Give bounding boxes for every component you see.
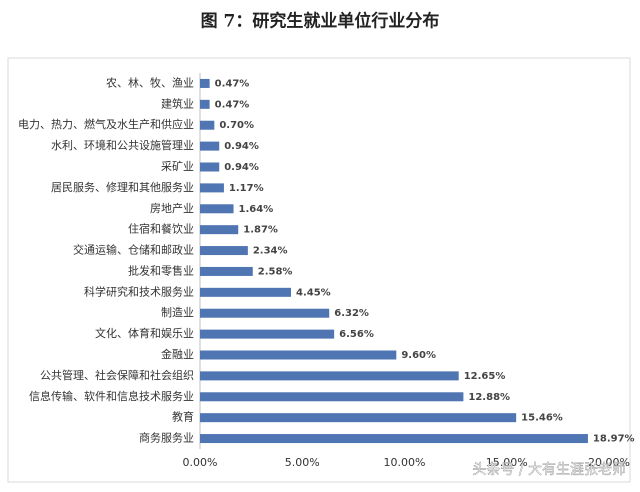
bar [200, 371, 459, 381]
y-tick-label: 居民服务、修理和其他服务业 [51, 180, 194, 194]
bar [200, 99, 210, 109]
bar [200, 78, 210, 88]
y-tick-label: 批发和零售业 [128, 263, 194, 277]
value-label: 1.64% [239, 204, 274, 215]
bar [200, 350, 397, 360]
y-tick-label: 房地产业 [150, 201, 194, 215]
value-label: 0.70% [219, 120, 254, 131]
bar [200, 225, 239, 235]
bar [200, 246, 248, 256]
x-tick-label: 10.00% [384, 456, 426, 469]
chart-frame [7, 57, 631, 483]
value-label: 1.17% [229, 183, 264, 194]
y-tick-label: 科学研究和技术服务业 [84, 284, 194, 298]
value-label: 0.47% [215, 78, 250, 89]
y-tick-label: 金融业 [161, 347, 194, 361]
bar [200, 266, 253, 276]
chart-title: 图 7：研究生就业单位行业分布 [201, 11, 440, 32]
bar [200, 183, 224, 193]
value-label: 0.47% [215, 99, 250, 110]
y-tick-label: 建筑业 [161, 96, 194, 110]
value-label: 9.60% [401, 350, 436, 361]
bar [200, 141, 220, 151]
value-label: 1.87% [243, 225, 278, 236]
y-tick-label: 住宿和餐饮业 [128, 222, 194, 236]
bar [200, 287, 292, 297]
y-tick-label: 采矿业 [161, 160, 194, 173]
bar [200, 434, 588, 444]
x-tick-label: 20.00% [588, 456, 630, 469]
y-tick-label: 文化、体育和娱乐业 [95, 326, 194, 340]
y-tick-label: 农、林、牧、渔业 [106, 75, 194, 89]
y-tick-label: 交通运输、仓储和邮政业 [73, 243, 194, 257]
y-tick-label: 电力、热力、燃气及水生产和供应业 [18, 117, 194, 131]
value-label: 4.45% [296, 287, 331, 298]
y-tick-label: 信息传输、软件和信息技术服务业 [29, 389, 194, 403]
y-tick-label: 教育 [172, 410, 194, 424]
y-tick-label: 公共管理、社会保障和社会组织 [40, 368, 194, 382]
value-label: 6.32% [334, 308, 369, 319]
bar [200, 120, 215, 130]
bar [200, 308, 330, 318]
value-label: 18.97% [593, 434, 635, 445]
value-label: 2.58% [258, 266, 293, 277]
bar [200, 413, 517, 423]
value-label: 12.88% [468, 392, 510, 403]
bar [200, 204, 234, 214]
value-label: 2.34% [253, 246, 288, 257]
x-tick-label: 15.00% [486, 456, 528, 469]
value-label: 0.94% [224, 141, 259, 152]
watermark: 头条号 / 大有生涯张老师 [472, 461, 626, 478]
bar [200, 392, 464, 402]
value-label: 6.56% [339, 329, 374, 340]
bar [200, 329, 335, 339]
y-tick-label: 商务服务业 [139, 431, 194, 445]
value-label: 15.46% [521, 413, 563, 424]
x-tick-label: 0.00% [183, 456, 218, 469]
y-tick-label: 水利、环境和公共设施管理业 [51, 138, 194, 152]
bar [200, 162, 220, 172]
y-tick-label: 制造业 [161, 305, 194, 319]
value-label: 0.94% [224, 162, 259, 173]
x-tick-label: 5.00% [285, 456, 320, 469]
value-label: 12.65% [464, 371, 506, 382]
